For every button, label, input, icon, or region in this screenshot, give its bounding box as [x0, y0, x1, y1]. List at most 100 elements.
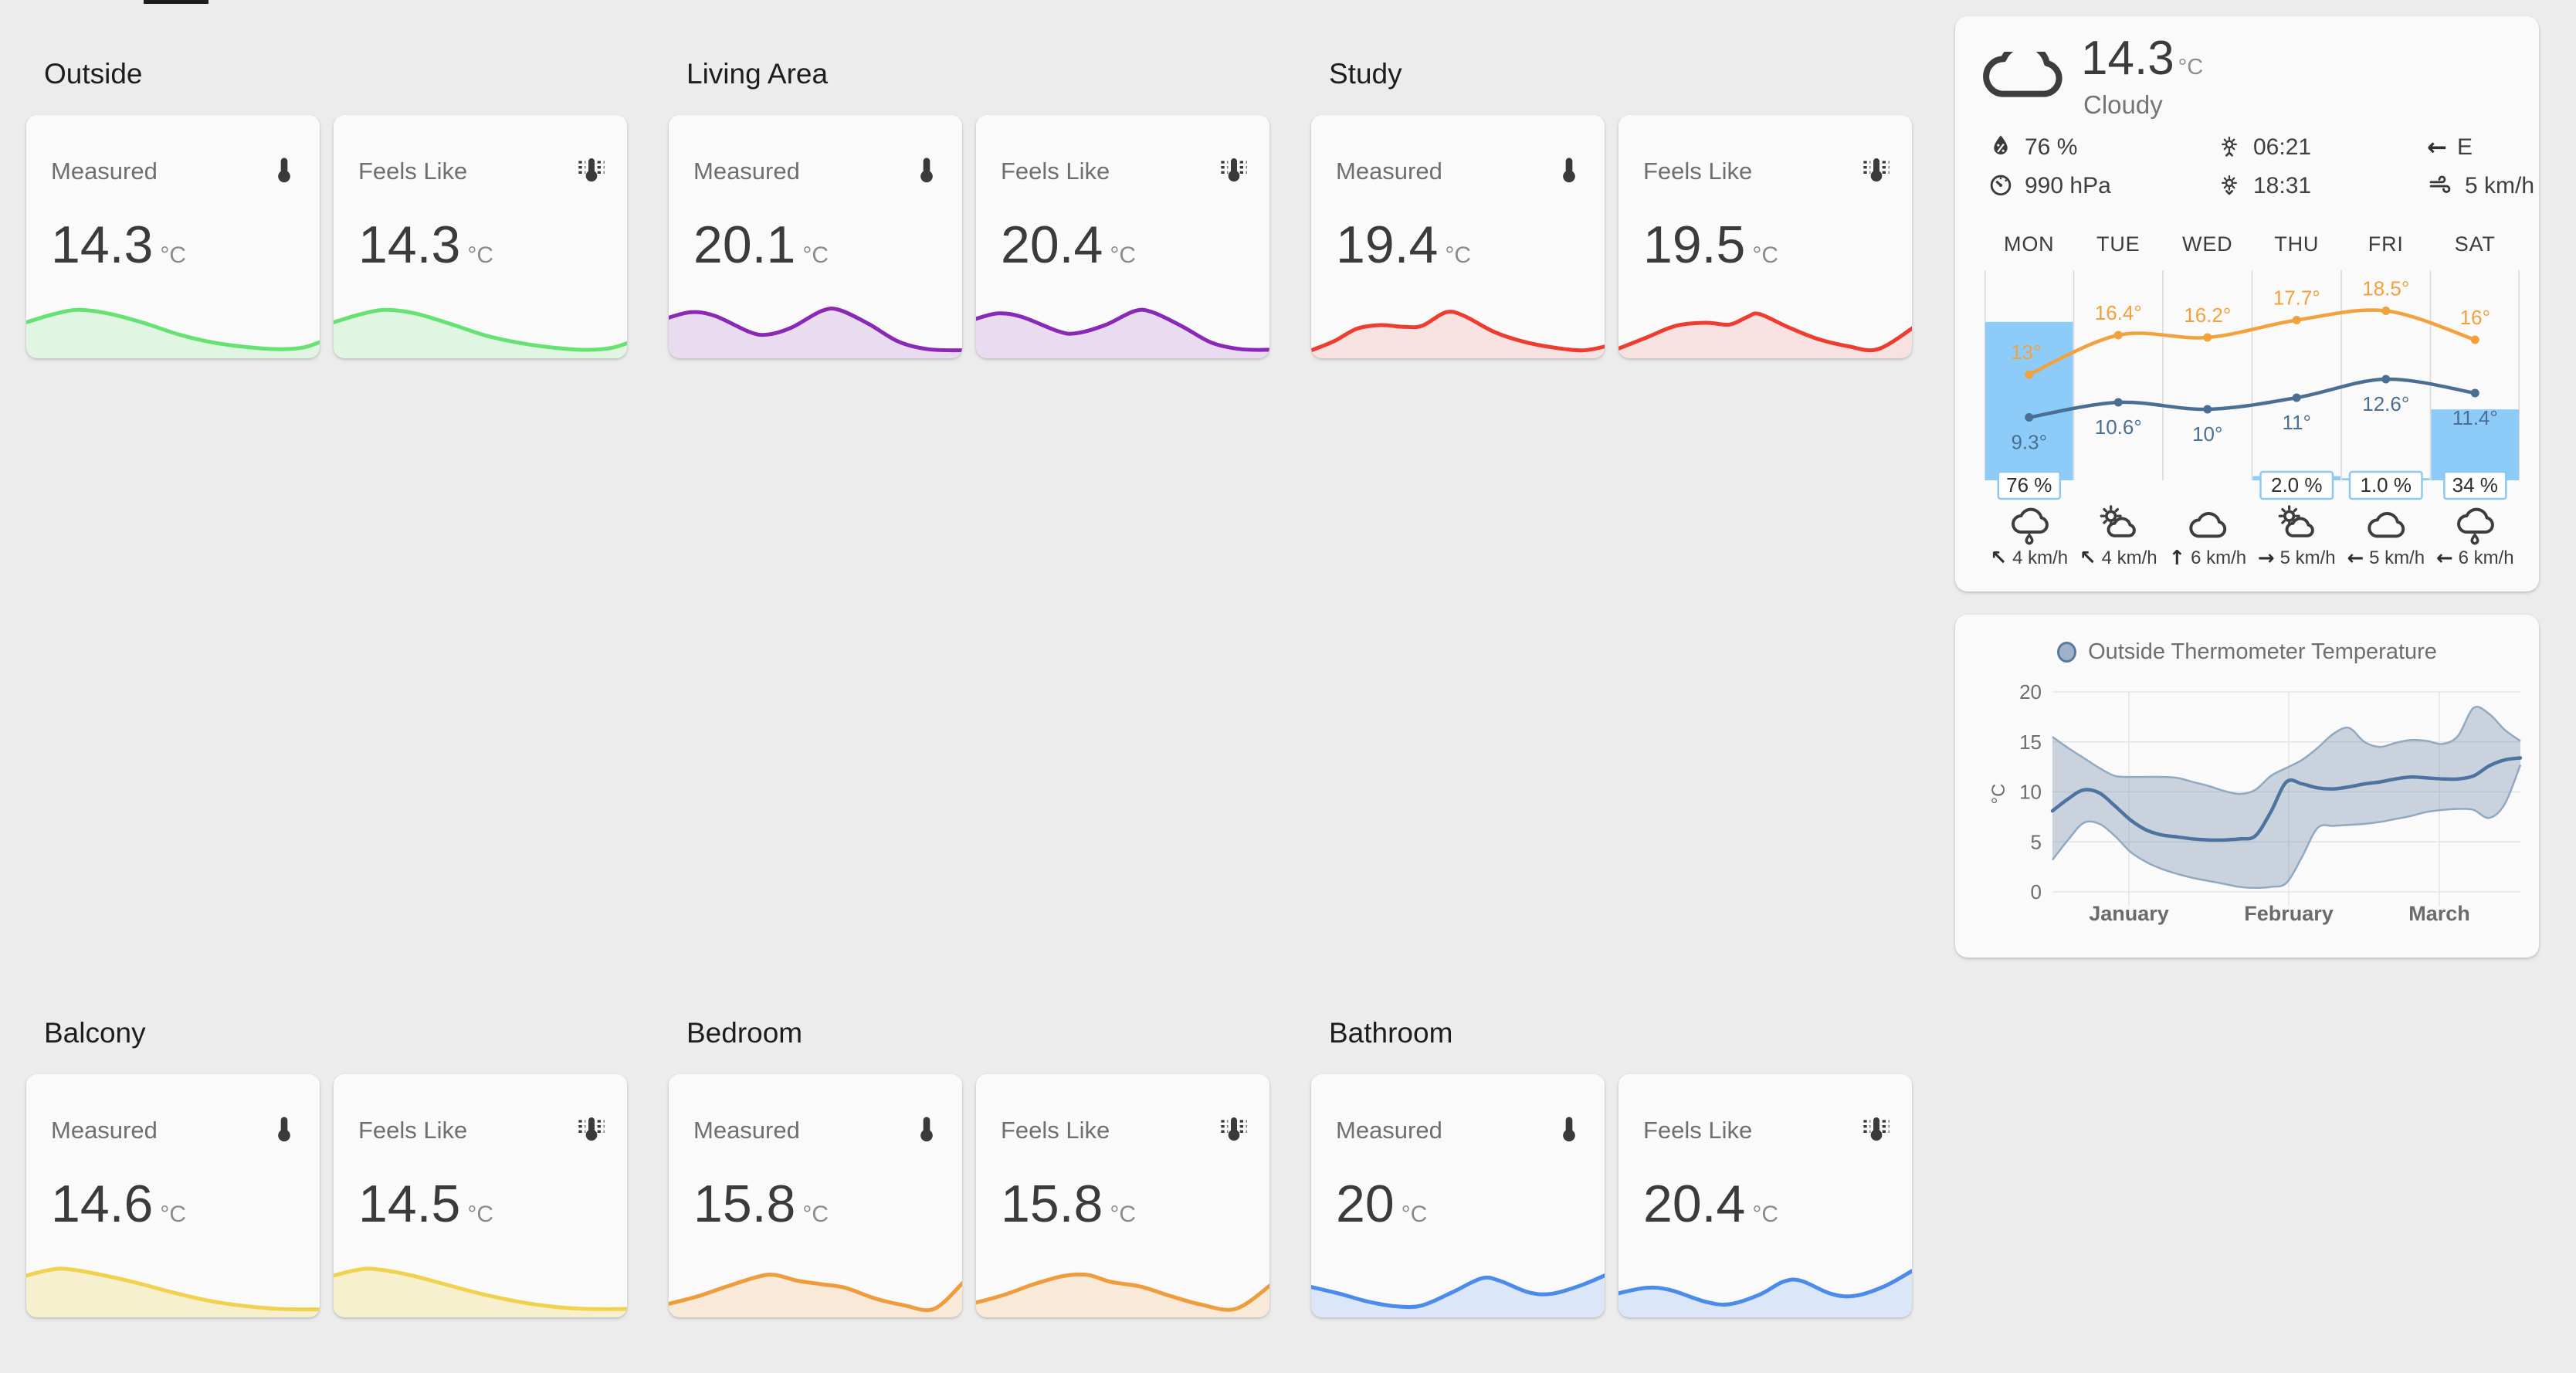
svg-text:1.0 %: 1.0 %: [2361, 473, 2412, 497]
sunrise-icon: [2215, 132, 2243, 164]
forecast-wind: → 5 km/h: [2252, 548, 2342, 569]
sparkline-graph: [669, 307, 962, 358]
weather-details-column: 06:21 18:31: [2215, 132, 2311, 202]
temperature-card[interactable]: Measured 14.6 °C: [26, 1074, 320, 1317]
sparkline-graph: [976, 307, 1269, 358]
svg-text:76 %: 76 %: [2006, 473, 2052, 497]
temperature-card[interactable]: Measured 14.3 °C: [26, 115, 320, 358]
temperature-reading: 14.3 °C: [358, 219, 493, 271]
forecast-condition-icons: [1985, 503, 2520, 546]
forecast-day-labels: MON TUE WED THU FRI SAT: [1985, 232, 2520, 256]
card-label: Measured: [693, 157, 800, 185]
section-bedroom: Bedroom Measured 15.8 °C Feels Like 15.8 °C: [669, 1016, 1271, 1317]
section-study: Study Measured 19.4 °C Feels Like 19.5 °C: [1311, 57, 1913, 358]
temperature-card[interactable]: Feels Like 20.4 °C: [976, 115, 1269, 358]
temperature-value: 14.6: [51, 1175, 154, 1233]
svg-text:34 %: 34 %: [2452, 473, 2498, 497]
temperature-history-chart: 0 5 10 15 20 January February March °C: [1988, 680, 2523, 925]
forecast-wind: ← 6 km/h: [2431, 548, 2520, 569]
cloudy-icon: [2163, 503, 2252, 546]
weather-detail-value: E: [2456, 134, 2473, 160]
wind-arrow-icon: ↖: [2079, 547, 2096, 570]
svg-text:18.5°: 18.5°: [2362, 277, 2409, 300]
svg-text:12.6°: 12.6°: [2362, 392, 2409, 415]
temperature-reading: 20.4 °C: [1643, 1178, 1778, 1230]
temperature-unit: °C: [467, 242, 494, 268]
temperature-card[interactable]: Feels Like 19.5 °C: [1618, 115, 1912, 358]
section-title: Study: [1329, 58, 1402, 90]
section-balcony: Balcony Measured 14.6 °C Feels Like 14.5 °C: [26, 1016, 629, 1317]
cloudy-icon: [1981, 42, 2065, 104]
temperature-card[interactable]: Measured 19.4 °C: [1311, 115, 1605, 358]
weather-forecast-card[interactable]: 14.3 °C Cloudy 76 % 990 hPa 06:21 18:31 ← E…: [1955, 16, 2539, 592]
sparkline-graph: [1618, 1269, 1912, 1317]
humidity-icon: [1987, 132, 2015, 164]
gauge-icon: [1987, 171, 2015, 202]
active-tab-indicator[interactable]: [144, 0, 208, 4]
forecast-wind-row: ↖ 4 km/h ↖ 4 km/h ↑ 6 km/h → 5 km/h ← 5 km/h ← 6 km…: [1985, 548, 2520, 569]
card-header: Measured: [693, 1113, 942, 1148]
thermometer-icon: [1554, 1113, 1585, 1148]
temperature-reading: 19.5 °C: [1643, 219, 1778, 271]
sparkline-graph: [1311, 310, 1605, 358]
temperature-card[interactable]: Feels Like 15.8 °C: [976, 1074, 1269, 1317]
svg-text:February: February: [2244, 902, 2334, 925]
thermometer-lines-icon: [1219, 1113, 1249, 1148]
partly-sunny-icon: [2074, 503, 2164, 546]
thermometer-lines-icon: [576, 1113, 607, 1148]
partly-sunny-icon: [2252, 503, 2342, 546]
temperature-card[interactable]: Feels Like 20.4 °C: [1618, 1074, 1912, 1317]
sparkline-graph: [26, 1266, 320, 1317]
card-label: Measured: [1336, 157, 1442, 185]
windy-icon: [2427, 171, 2455, 202]
thermometer-icon: [911, 1113, 942, 1148]
history-chart-card[interactable]: Outside Thermometer Temperature 0 5 10 15 20…: [1955, 615, 2539, 958]
temperature-reading: 19.4 °C: [1336, 219, 1471, 271]
wind-arrow-icon: ←: [2435, 547, 2453, 570]
temperature-value: 14.3: [358, 215, 461, 274]
card-label: Feels Like: [1001, 1116, 1110, 1144]
forecast-wind: ← 5 km/h: [2341, 548, 2431, 569]
card-header: Measured: [51, 1113, 300, 1148]
temperature-unit: °C: [467, 1202, 494, 1227]
section-title: Outside: [44, 58, 143, 90]
temperature-card[interactable]: Feels Like 14.5 °C: [334, 1074, 627, 1317]
section-title: Living Area: [686, 58, 829, 90]
temperature-unit: °C: [1752, 242, 1779, 268]
current-temperature: 14.3 °C: [2081, 35, 2203, 83]
wind-speed: 6 km/h: [2458, 548, 2514, 568]
section-title: Bedroom: [686, 1017, 803, 1049]
weather-detail: 06:21: [2215, 132, 2311, 163]
temperature-value: 19.5: [1643, 215, 1746, 274]
temperature-value: 14.5: [358, 1175, 461, 1233]
temperature-unit: °C: [802, 242, 829, 268]
temperature-card[interactable]: Feels Like 14.3 °C: [334, 115, 627, 358]
thermometer-icon: [269, 1113, 300, 1148]
svg-text:January: January: [2089, 902, 2169, 925]
current-temperature-unit: °C: [2178, 55, 2204, 80]
section-outside: Outside Measured 14.3 °C Feels Like 14.3 °C: [26, 57, 629, 358]
temperature-card[interactable]: Measured 20.1 °C: [669, 115, 962, 358]
card-header: Measured: [51, 154, 300, 188]
temperature-value: 20.1: [693, 215, 796, 274]
forecast-day-label: SAT: [2454, 232, 2496, 256]
temperature-unit: °C: [1752, 1202, 1779, 1227]
weather-details-column: ← E 5 km/h: [2427, 132, 2534, 202]
thermometer-lines-icon: [576, 154, 607, 188]
temperature-card[interactable]: Measured 20 °C: [1311, 1074, 1605, 1317]
card-header: Feels Like: [358, 154, 607, 188]
temperature-card[interactable]: Measured 15.8 °C: [669, 1074, 962, 1317]
card-label: Feels Like: [1643, 1116, 1753, 1144]
forecast-day-label: FRI: [2368, 232, 2404, 256]
current-temperature-value: 14.3: [2081, 32, 2174, 85]
card-header: Feels Like: [358, 1113, 607, 1148]
chart-legend[interactable]: Outside Thermometer Temperature: [1955, 639, 2539, 665]
temperature-reading: 15.8 °C: [1001, 1178, 1136, 1230]
svg-text:15: 15: [2019, 731, 2042, 754]
temperature-unit: °C: [1110, 1202, 1137, 1227]
cloudy-icon: [2341, 503, 2431, 546]
temperature-reading: 20.1 °C: [693, 219, 829, 271]
weather-detail: ← E: [2427, 132, 2534, 163]
temperature-value: 15.8: [1001, 1175, 1103, 1233]
card-label: Feels Like: [358, 1116, 468, 1144]
